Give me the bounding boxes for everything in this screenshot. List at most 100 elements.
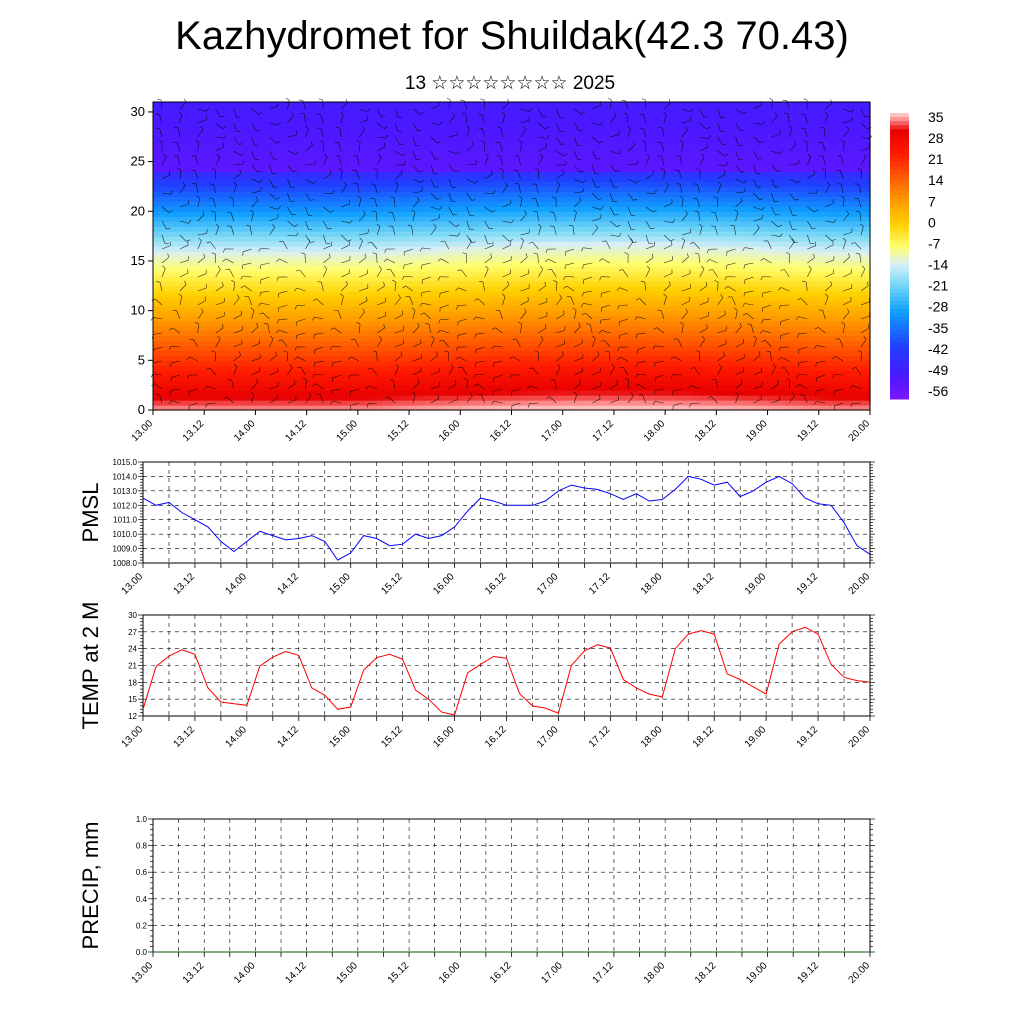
temperature-cell bbox=[818, 320, 828, 327]
temperature-cell bbox=[298, 191, 308, 197]
temperature-cell bbox=[733, 111, 743, 118]
temperature-cell bbox=[613, 275, 624, 282]
temperature-cell bbox=[161, 102, 171, 108]
temperature-cell bbox=[272, 385, 282, 391]
temperature-cell bbox=[468, 246, 478, 252]
temperature-cell bbox=[263, 216, 274, 222]
temperature-cell bbox=[699, 305, 709, 312]
temperature-cell bbox=[187, 236, 197, 242]
temperature-cell bbox=[596, 385, 606, 391]
temperature-cell bbox=[665, 161, 675, 168]
temperature-cell bbox=[281, 390, 291, 396]
temperature-cell bbox=[221, 400, 231, 406]
temperature-cell bbox=[562, 345, 572, 351]
temperature-cell bbox=[613, 365, 624, 371]
temperature-cell bbox=[707, 136, 717, 143]
temperature-cell bbox=[178, 310, 188, 317]
temperature-cell bbox=[545, 295, 555, 302]
temperature-cell bbox=[485, 111, 496, 118]
temperature-cell bbox=[528, 171, 538, 178]
temperature-cell bbox=[374, 390, 385, 396]
temperature-cell bbox=[656, 350, 666, 356]
temperature-cell bbox=[357, 216, 367, 222]
temperature-cell bbox=[349, 315, 359, 322]
temperature-cell bbox=[161, 320, 171, 327]
temperature-cell bbox=[289, 325, 299, 332]
temperature-cell bbox=[409, 181, 419, 188]
temperature-cell bbox=[161, 236, 171, 242]
temperature-cell bbox=[665, 176, 675, 183]
temperature-cell bbox=[323, 320, 333, 327]
temperature-cell bbox=[741, 360, 752, 366]
temperature-cell bbox=[528, 141, 538, 148]
temperature-cell bbox=[434, 285, 444, 292]
temperature-cell bbox=[170, 161, 180, 168]
temperature-cell bbox=[605, 335, 615, 342]
temperature-cell bbox=[400, 350, 410, 356]
temperature-cell bbox=[263, 156, 274, 163]
temperature-cell bbox=[306, 405, 316, 411]
temperature-cell bbox=[374, 290, 385, 297]
temperature-cell bbox=[631, 290, 641, 297]
temperature-cell bbox=[520, 236, 530, 242]
temperature-cell bbox=[588, 345, 598, 351]
temperature-cell bbox=[537, 141, 547, 148]
temperature-cell bbox=[750, 106, 760, 113]
temperature-cell bbox=[596, 325, 606, 332]
temperature-cell bbox=[357, 186, 367, 193]
temperature-cell bbox=[784, 390, 794, 396]
temperature-cell bbox=[750, 345, 760, 351]
temperature-cell bbox=[741, 265, 752, 272]
temperature-cell bbox=[665, 345, 675, 351]
temperature-cell bbox=[750, 186, 760, 193]
temperature-cell bbox=[502, 121, 513, 128]
temperature-cell bbox=[545, 151, 555, 158]
temperature-cell bbox=[793, 241, 803, 247]
temperature-cell bbox=[665, 106, 675, 113]
temperature-cell bbox=[741, 320, 752, 327]
temperature-cell bbox=[383, 380, 393, 386]
temperature-cell bbox=[306, 330, 316, 337]
temperature-cell bbox=[784, 320, 794, 327]
temperature-cell bbox=[298, 320, 308, 327]
temperature-cell bbox=[221, 196, 231, 202]
temperature-cell bbox=[323, 285, 333, 292]
temperature-cell bbox=[733, 116, 743, 123]
temperature-cell bbox=[656, 102, 666, 108]
temperature-cell bbox=[460, 300, 470, 307]
temperature-cell bbox=[477, 360, 487, 366]
temperature-cell bbox=[246, 300, 257, 307]
temperature-cell bbox=[272, 340, 282, 347]
temperature-cell bbox=[434, 196, 444, 202]
temperature-cell bbox=[281, 300, 291, 307]
temperature-cell bbox=[170, 315, 180, 322]
temperature-cell bbox=[741, 246, 752, 252]
temperature-cell bbox=[579, 186, 589, 193]
temperature-cell bbox=[263, 151, 274, 158]
temperature-cell bbox=[255, 171, 265, 178]
temperature-cell bbox=[323, 290, 333, 297]
temperature-cell bbox=[477, 196, 487, 202]
temperature-cell bbox=[281, 375, 291, 381]
temperature-cell bbox=[306, 315, 316, 322]
temperature-cell bbox=[562, 330, 572, 337]
temperature-cell bbox=[298, 260, 308, 267]
temperature-cell bbox=[716, 246, 726, 252]
temperature-cell bbox=[392, 350, 402, 356]
temperature-cell bbox=[460, 206, 470, 212]
temperature-cell bbox=[699, 111, 709, 118]
temperature-cell bbox=[656, 231, 666, 237]
temperature-cell bbox=[554, 375, 564, 381]
temperature-cell bbox=[323, 395, 333, 401]
temperature-cell bbox=[443, 335, 453, 342]
temperature-cell bbox=[417, 116, 427, 123]
temperature-cell bbox=[485, 270, 496, 277]
temperature-cell bbox=[707, 345, 717, 351]
temperature-cell bbox=[443, 360, 453, 366]
temperature-cell bbox=[187, 290, 197, 297]
temperature-cell bbox=[613, 310, 624, 317]
temperature-cell bbox=[238, 141, 248, 148]
temperature-cell bbox=[750, 201, 760, 207]
temperature-cell bbox=[255, 300, 265, 307]
temperature-cell bbox=[246, 365, 257, 371]
